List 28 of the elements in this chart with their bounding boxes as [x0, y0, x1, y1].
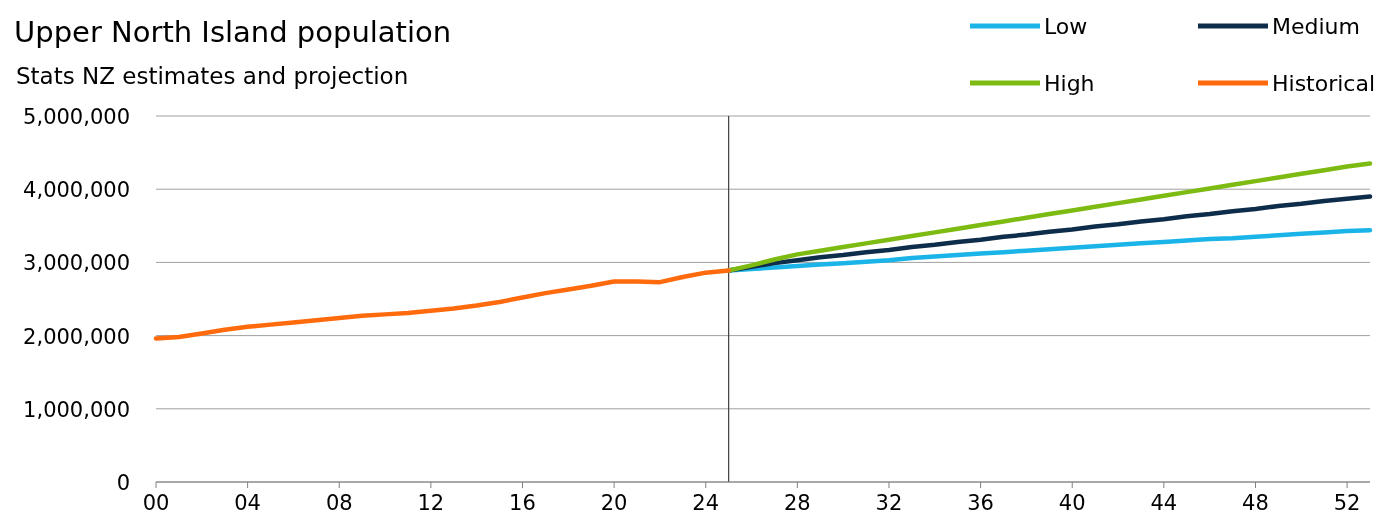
chart-subtitle: Stats NZ estimates and projection [16, 63, 409, 89]
line-series [153, 268, 731, 341]
y-tick-label: 5,000,000 [23, 105, 130, 129]
y-tick-label: 1,000,000 [23, 397, 130, 422]
y-tick-label: 2,000,000 [23, 324, 130, 349]
y-tick-label: 4,000,000 [23, 178, 130, 203]
y-tick-label: 0 [116, 471, 130, 495]
x-tick-label: 36 [967, 491, 994, 515]
x-tick-label: 12 [417, 491, 445, 515]
x-tick-label: 32 [875, 491, 903, 515]
x-tick-label: 48 [1242, 491, 1269, 515]
x-tick-label: 24 [692, 491, 720, 515]
line-series [726, 161, 1373, 273]
x-tick-label: 20 [600, 491, 628, 515]
chart-title: Upper North Island population [14, 15, 452, 49]
x-tick-label: 40 [1058, 491, 1086, 515]
legend-label: Historical [1272, 71, 1376, 96]
x-tick-label: 04 [234, 491, 261, 515]
x-tick-label: 52 [1333, 491, 1361, 515]
x-tick-label: 28 [783, 491, 811, 515]
legend-label: High [1044, 71, 1095, 96]
legend-label: Low [1044, 14, 1088, 39]
x-tick-label: 00 [142, 491, 170, 515]
y-tick-label: 3,000,000 [23, 251, 130, 276]
x-tick-label: 16 [509, 491, 536, 515]
x-tick-label: 08 [325, 491, 353, 515]
x-tick-label: 44 [1150, 491, 1178, 515]
legend-label: Medium [1272, 14, 1360, 39]
